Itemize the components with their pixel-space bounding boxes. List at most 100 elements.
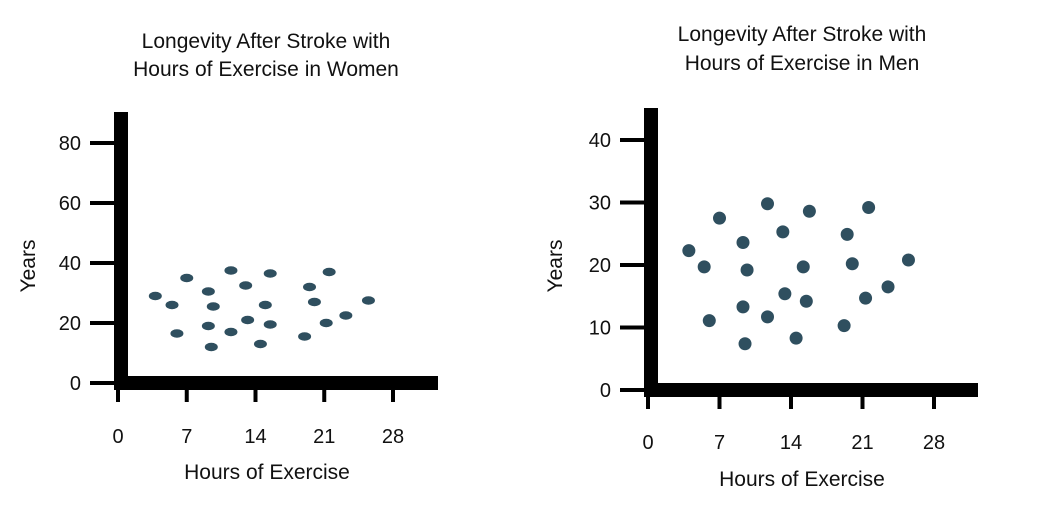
y-tick-mark bbox=[90, 381, 118, 385]
data-point bbox=[224, 266, 238, 275]
x-tick-mark bbox=[322, 390, 327, 402]
y-tick-mark bbox=[90, 141, 118, 145]
chart-title-line: Hours of Exercise in Women bbox=[133, 58, 399, 81]
data-point bbox=[736, 236, 750, 249]
data-point bbox=[761, 197, 775, 211]
x-tick-label: 28 bbox=[382, 426, 404, 448]
x-tick-mark bbox=[253, 390, 258, 402]
data-point bbox=[307, 297, 321, 307]
y-tick-mark bbox=[90, 201, 118, 205]
data-point bbox=[837, 319, 851, 333]
data-point bbox=[881, 280, 895, 294]
y-axis-line bbox=[114, 112, 128, 390]
data-point bbox=[796, 260, 810, 274]
y-tick-mark bbox=[90, 321, 118, 325]
data-point bbox=[201, 287, 215, 296]
data-point bbox=[697, 260, 711, 274]
data-point bbox=[253, 339, 267, 349]
y-tick-mark bbox=[620, 388, 648, 392]
x-tick-mark bbox=[860, 397, 865, 409]
data-point bbox=[339, 311, 353, 320]
data-point bbox=[761, 310, 775, 324]
x-axis-line bbox=[114, 376, 438, 390]
x-tick-label: 0 bbox=[112, 426, 123, 448]
y-tick-label: 30 bbox=[589, 193, 611, 215]
x-tick-label: 7 bbox=[714, 432, 725, 454]
data-point bbox=[778, 287, 792, 301]
x-tick-label: 21 bbox=[851, 432, 873, 454]
data-point bbox=[702, 314, 716, 328]
y-axis-label: Years bbox=[17, 240, 40, 293]
y-tick-mark bbox=[620, 138, 648, 142]
data-point bbox=[303, 282, 317, 292]
data-point bbox=[738, 337, 752, 351]
data-point bbox=[802, 204, 816, 218]
data-point bbox=[148, 291, 162, 301]
data-point bbox=[862, 201, 876, 214]
x-tick-label: 28 bbox=[923, 432, 945, 454]
y-tick-label: 10 bbox=[589, 318, 611, 340]
y-tick-label: 20 bbox=[59, 313, 81, 335]
y-tick-mark bbox=[90, 261, 118, 265]
y-axis-line bbox=[644, 108, 658, 397]
data-point bbox=[206, 302, 220, 311]
data-point bbox=[840, 227, 854, 241]
x-tick-label: 14 bbox=[780, 432, 802, 454]
data-point bbox=[258, 300, 272, 310]
y-tick-label: 40 bbox=[589, 130, 611, 152]
y-tick-label: 0 bbox=[70, 373, 81, 395]
y-tick-mark bbox=[620, 200, 648, 205]
data-point bbox=[224, 327, 238, 337]
chart-title-line: Hours of Exercise in Men bbox=[685, 52, 920, 75]
data-point bbox=[165, 300, 179, 310]
data-point bbox=[180, 273, 194, 283]
data-point bbox=[263, 269, 277, 278]
data-point bbox=[239, 281, 253, 290]
data-point bbox=[682, 244, 696, 258]
data-point bbox=[204, 342, 218, 352]
data-point bbox=[799, 294, 813, 308]
x-tick-label: 21 bbox=[313, 426, 335, 448]
x-tick-mark bbox=[184, 390, 189, 402]
y-tick-label: 0 bbox=[600, 380, 611, 402]
y-tick-label: 40 bbox=[59, 253, 81, 275]
data-point bbox=[736, 300, 750, 314]
y-axis-label: Years bbox=[544, 240, 567, 293]
y-tick-label: 20 bbox=[589, 255, 611, 277]
data-point bbox=[713, 211, 726, 225]
y-tick-label: 60 bbox=[59, 193, 81, 215]
x-tick-mark bbox=[717, 397, 722, 409]
data-point bbox=[319, 318, 333, 328]
chart-panel-2: Longevity After Stroke with Hours of Exer… bbox=[544, 23, 978, 491]
y-tick-label: 80 bbox=[59, 133, 81, 155]
data-point bbox=[361, 296, 375, 305]
data-point bbox=[322, 267, 336, 277]
y-tick-mark bbox=[620, 263, 648, 267]
data-point bbox=[789, 331, 803, 345]
chart-panel-1: Longevity After Stroke with Hours of Exer… bbox=[17, 30, 438, 484]
data-point bbox=[740, 263, 754, 277]
x-tick-label: 14 bbox=[244, 426, 266, 448]
data-point bbox=[263, 320, 277, 329]
x-axis-line bbox=[644, 383, 978, 397]
x-tick-label: 0 bbox=[642, 432, 653, 454]
data-point bbox=[845, 257, 859, 271]
data-point bbox=[241, 315, 255, 325]
x-axis-label: Hours of Exercise bbox=[184, 461, 350, 484]
x-tick-mark bbox=[932, 397, 936, 409]
y-tick-mark bbox=[620, 325, 648, 330]
data-point bbox=[170, 329, 184, 338]
data-point bbox=[859, 291, 873, 305]
x-tick-mark bbox=[646, 397, 650, 409]
data-point bbox=[298, 332, 312, 341]
x-tick-label: 7 bbox=[181, 426, 192, 448]
chart-title-line: Longevity After Stroke with bbox=[678, 23, 927, 46]
x-axis-label: Hours of Exercise bbox=[719, 468, 885, 491]
x-tick-mark bbox=[789, 397, 793, 409]
x-tick-mark bbox=[391, 390, 395, 402]
chart-title-line: Longevity After Stroke with bbox=[142, 30, 391, 53]
data-point bbox=[201, 321, 215, 331]
data-point bbox=[901, 253, 915, 267]
data-point bbox=[776, 225, 790, 239]
